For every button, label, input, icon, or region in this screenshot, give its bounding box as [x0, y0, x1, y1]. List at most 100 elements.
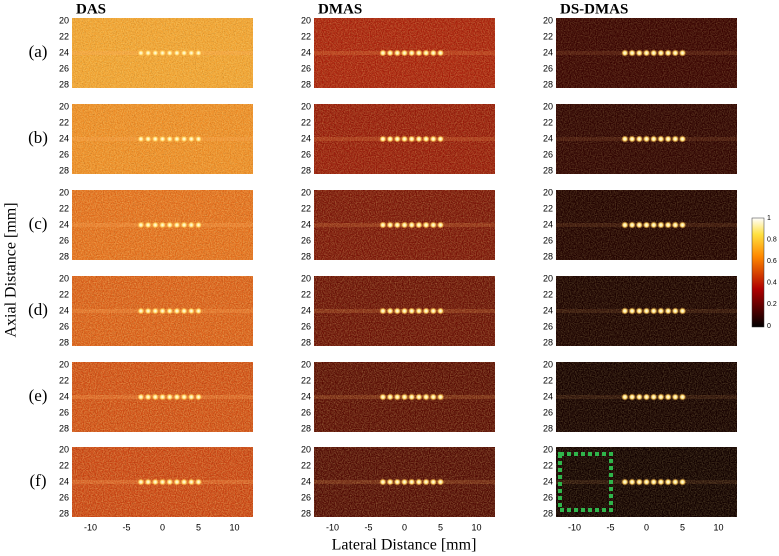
point-target: [621, 135, 629, 143]
row-label: (f): [30, 471, 47, 490]
y-tick-label: 20: [543, 15, 553, 25]
point-target: [400, 478, 409, 486]
point-target: [628, 135, 636, 143]
x-axis-label: Lateral Distance [mm]: [332, 537, 477, 554]
y-tick-label: 20: [301, 444, 311, 454]
point-target: [151, 221, 159, 229]
y-tick-label: 24: [543, 133, 553, 143]
point-target: [173, 478, 181, 486]
y-tick-label: 20: [543, 273, 553, 283]
point-target: [628, 307, 636, 315]
point-target: [628, 478, 636, 486]
point-target: [166, 307, 174, 315]
y-tick-label: 28: [543, 423, 553, 433]
point-target: [151, 478, 159, 486]
y-tick-label: 26: [301, 235, 311, 245]
point-target: [400, 135, 409, 143]
row-label: (d): [28, 300, 48, 319]
point-target: [379, 393, 387, 401]
y-tick-label: 24: [543, 305, 553, 315]
y-tick-label: 20: [543, 444, 553, 454]
point-target: [642, 221, 651, 229]
point-target: [678, 393, 687, 401]
y-tick-label: 24: [301, 133, 311, 143]
colorbar-tick-label: 0.6: [767, 258, 777, 265]
column-title: DAS: [76, 1, 106, 17]
point-target: [144, 393, 152, 401]
y-tick-label: 24: [59, 133, 69, 143]
x-tick-label: -10: [568, 522, 581, 532]
y-tick-label: 28: [543, 251, 553, 261]
x-tick-label: -5: [364, 522, 372, 532]
y-tick-label: 26: [543, 492, 553, 502]
point-target: [137, 49, 145, 57]
point-target: [678, 478, 687, 486]
point-target: [415, 307, 423, 315]
y-tick-label: 28: [543, 165, 553, 175]
point-target: [422, 135, 430, 143]
point-target: [621, 49, 629, 57]
point-target: [386, 135, 394, 143]
x-tick-label: 0: [402, 522, 407, 532]
y-tick-label: 26: [301, 321, 311, 331]
point-target: [621, 478, 629, 486]
point-target: [173, 49, 181, 57]
colorbar: [751, 217, 765, 328]
point-target: [187, 49, 195, 57]
x-tick-label: -5: [122, 522, 130, 532]
point-target: [408, 478, 416, 486]
point-target: [657, 393, 665, 401]
point-target: [650, 307, 658, 315]
y-tick-label: 28: [59, 165, 69, 175]
point-target: [657, 307, 665, 315]
point-target: [144, 221, 152, 229]
point-target: [151, 307, 159, 315]
point-target: [642, 49, 651, 57]
x-tick-label: 5: [438, 522, 443, 532]
point-target: [657, 478, 665, 486]
point-target: [386, 307, 394, 315]
point-target: [678, 221, 687, 229]
x-tick-label: -10: [84, 522, 97, 532]
column-title: DS-DMAS: [560, 1, 628, 17]
point-target: [144, 307, 152, 315]
y-tick-label: 20: [543, 187, 553, 197]
y-tick-label: 20: [301, 187, 311, 197]
y-tick-label: 26: [59, 63, 69, 73]
point-target: [386, 221, 394, 229]
y-tick-label: 24: [543, 219, 553, 229]
point-target: [664, 221, 672, 229]
point-target: [429, 478, 437, 486]
y-tick-label: 26: [59, 492, 69, 502]
point-target: [671, 49, 679, 57]
point-target: [158, 49, 167, 57]
point-target: [151, 135, 159, 143]
point-target: [664, 49, 672, 57]
point-target: [650, 49, 658, 57]
y-tick-label: 22: [543, 117, 553, 127]
point-target: [400, 307, 409, 315]
point-target: [621, 307, 629, 315]
point-target: [400, 49, 409, 57]
point-target: [650, 393, 658, 401]
point-target: [415, 393, 423, 401]
y-tick-label: 22: [301, 117, 311, 127]
point-target: [415, 221, 423, 229]
point-target: [180, 393, 188, 401]
y-tick-label: 20: [301, 273, 311, 283]
point-target: [671, 307, 679, 315]
column-title: DMAS: [318, 1, 362, 17]
point-target: [678, 307, 687, 315]
point-target: [166, 393, 174, 401]
y-tick-label: 26: [543, 235, 553, 245]
point-target: [180, 221, 188, 229]
point-target: [379, 135, 387, 143]
point-target: [650, 135, 658, 143]
y-tick-label: 28: [301, 251, 311, 261]
point-target: [187, 221, 195, 229]
point-target: [657, 221, 665, 229]
point-target: [415, 135, 423, 143]
point-target: [650, 478, 658, 486]
y-tick-label: 22: [59, 375, 69, 385]
point-target: [194, 49, 203, 57]
